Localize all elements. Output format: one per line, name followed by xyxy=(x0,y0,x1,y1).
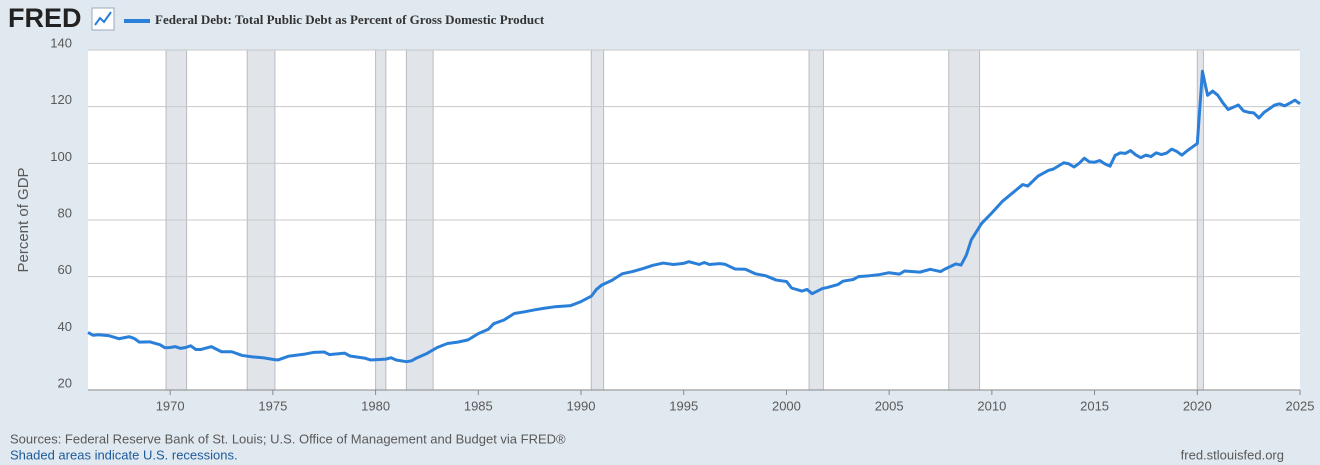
x-tick-label: 1975 xyxy=(258,398,287,413)
x-tick-label: 2025 xyxy=(1286,398,1315,413)
x-tick-label: 1990 xyxy=(567,398,596,413)
x-tick-label: 2020 xyxy=(1183,398,1212,413)
data-line xyxy=(87,69,1301,364)
y-tick-label: 140 xyxy=(50,35,72,50)
x-tick-label: 2010 xyxy=(977,398,1006,413)
x-tick-label: 1970 xyxy=(156,398,185,413)
logo-icon xyxy=(91,7,115,31)
source-url: fred.stlouisfed.org xyxy=(1181,447,1284,462)
y-tick-label: 60 xyxy=(58,262,72,277)
x-tick-label: 1985 xyxy=(464,398,493,413)
y-tick-label: 100 xyxy=(50,149,72,164)
sources: Sources: Federal Reserve Bank of St. Lou… xyxy=(10,431,566,446)
logo: FRED xyxy=(8,3,82,33)
y-tick-label: 120 xyxy=(50,92,72,107)
x-tick-label: 2015 xyxy=(1080,398,1109,413)
x-tick-label: 1980 xyxy=(361,398,390,413)
recession-note: Shaded areas indicate U.S. recessions. xyxy=(10,447,238,462)
y-tick-label: 20 xyxy=(58,375,72,390)
y-tick-label: 80 xyxy=(58,205,72,220)
legend-label: Federal Debt: Total Public Debt as Perce… xyxy=(155,12,545,27)
y-axis-label: Percent of GDP xyxy=(15,167,32,272)
y-tick-label: 40 xyxy=(58,319,72,334)
x-tick-label: 2000 xyxy=(772,398,801,413)
x-tick-label: 2005 xyxy=(875,398,904,413)
x-tick-label: 1995 xyxy=(669,398,698,413)
